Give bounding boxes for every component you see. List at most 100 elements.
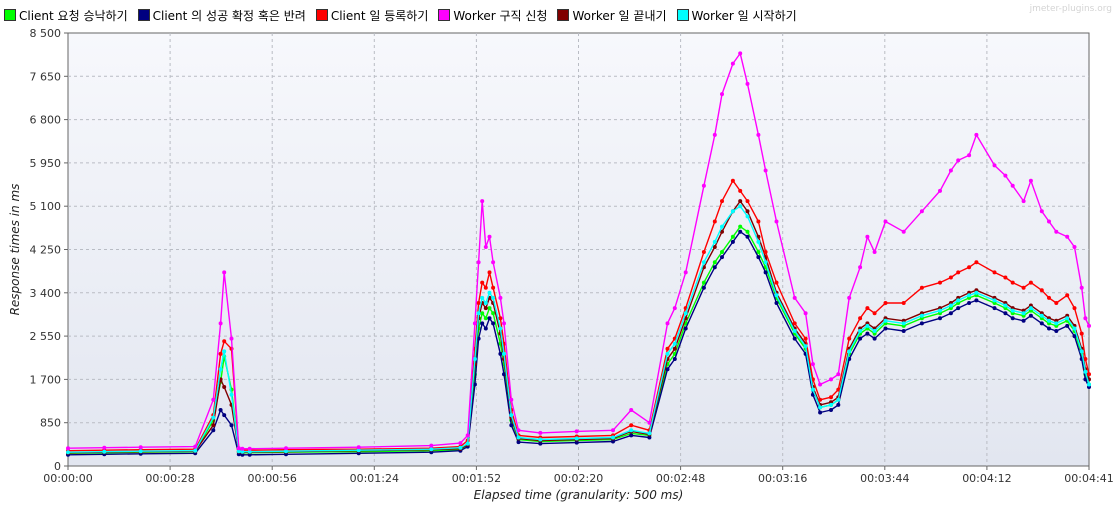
data-point [629, 433, 634, 438]
data-point [483, 301, 488, 305]
data-point [1054, 229, 1059, 234]
data-point [847, 349, 852, 354]
legend-label: Worker 일 시작하기 [691, 8, 797, 23]
data-point [701, 260, 706, 265]
data-point [472, 382, 477, 387]
data-point [720, 199, 724, 204]
data-point [611, 435, 615, 440]
data-point [720, 250, 724, 254]
data-point [516, 428, 521, 433]
data-point [487, 316, 492, 321]
data-point [1065, 323, 1070, 328]
y-tick-label: 2 550 [30, 330, 62, 343]
data-point [1028, 306, 1033, 311]
data-point [611, 428, 615, 433]
data-point [1087, 372, 1091, 377]
data-point [480, 321, 485, 326]
y-tick-label: 4 250 [30, 244, 62, 257]
legend-label: Worker 일 끝내기 [572, 8, 667, 23]
data-point [810, 387, 815, 392]
data-point [712, 265, 717, 270]
data-point [865, 331, 870, 336]
legend-swatch [676, 9, 689, 21]
data-point [1065, 316, 1070, 321]
data-point [218, 321, 223, 326]
x-tick-label: 00:04:41 [1064, 472, 1113, 485]
data-point [745, 81, 750, 86]
data-point [847, 295, 852, 300]
data-point [538, 430, 543, 435]
data-point [498, 295, 503, 300]
x-tick-label: 00:00:56 [247, 472, 296, 485]
data-point [502, 351, 506, 356]
data-point [756, 219, 761, 224]
data-point [938, 188, 942, 193]
data-point [720, 224, 724, 229]
data-point [498, 326, 503, 331]
data-point [774, 293, 779, 298]
data-point [480, 280, 485, 285]
data-point [483, 245, 488, 249]
data-point [865, 306, 870, 311]
data-point [498, 316, 503, 321]
data-point [763, 168, 768, 173]
data-point [1021, 318, 1026, 323]
legend-item: Client 요청 승낙하기 [4, 7, 128, 24]
data-point [491, 295, 496, 300]
data-point [901, 321, 906, 326]
data-point [574, 436, 579, 441]
legend-swatch [438, 9, 451, 21]
x-tick-label: 00:03:44 [860, 472, 909, 485]
data-point [792, 336, 797, 341]
data-point [647, 420, 652, 425]
data-point [1003, 303, 1008, 308]
data-point [829, 377, 833, 382]
data-point [858, 336, 863, 341]
data-point [730, 209, 735, 214]
data-point [730, 178, 735, 183]
data-point [872, 311, 877, 316]
data-point [665, 346, 670, 351]
data-point [516, 435, 521, 440]
data-point [138, 449, 143, 454]
data-point [502, 321, 506, 326]
data-point [138, 445, 143, 450]
data-point [810, 362, 815, 367]
data-point [701, 183, 706, 188]
data-point [665, 367, 670, 372]
data-point [1087, 323, 1091, 328]
data-point [66, 450, 70, 455]
legend-item: Client 의 성공 확정 혹은 반려 [137, 7, 306, 24]
data-point [730, 239, 735, 244]
data-point [745, 229, 750, 234]
data-point [1010, 316, 1015, 321]
data-point [516, 440, 521, 445]
data-point [211, 397, 216, 402]
data-point [836, 397, 841, 402]
data-point [229, 336, 234, 341]
x-tick-label: 00:01:24 [350, 472, 399, 485]
data-point [1072, 334, 1077, 339]
y-axis-title: Response times in ms [8, 184, 22, 316]
data-point [938, 308, 942, 313]
data-point [1083, 316, 1088, 321]
data-point [730, 234, 735, 239]
data-point [756, 239, 761, 244]
data-point [1021, 285, 1026, 290]
y-tick-label: 0 [54, 460, 61, 473]
legend-swatch [137, 9, 150, 21]
data-point [992, 270, 997, 275]
data-point [211, 423, 216, 428]
data-point [222, 413, 227, 418]
data-point [458, 441, 463, 446]
series-3 [66, 51, 1091, 451]
series-line [67, 225, 1090, 454]
legend-item: Worker 일 시작하기 [676, 7, 797, 24]
data-point [974, 290, 979, 295]
data-point [992, 298, 997, 303]
data-point [487, 290, 492, 295]
data-point [222, 270, 227, 275]
data-point [712, 260, 717, 265]
data-point [701, 250, 706, 254]
data-point [745, 214, 750, 219]
